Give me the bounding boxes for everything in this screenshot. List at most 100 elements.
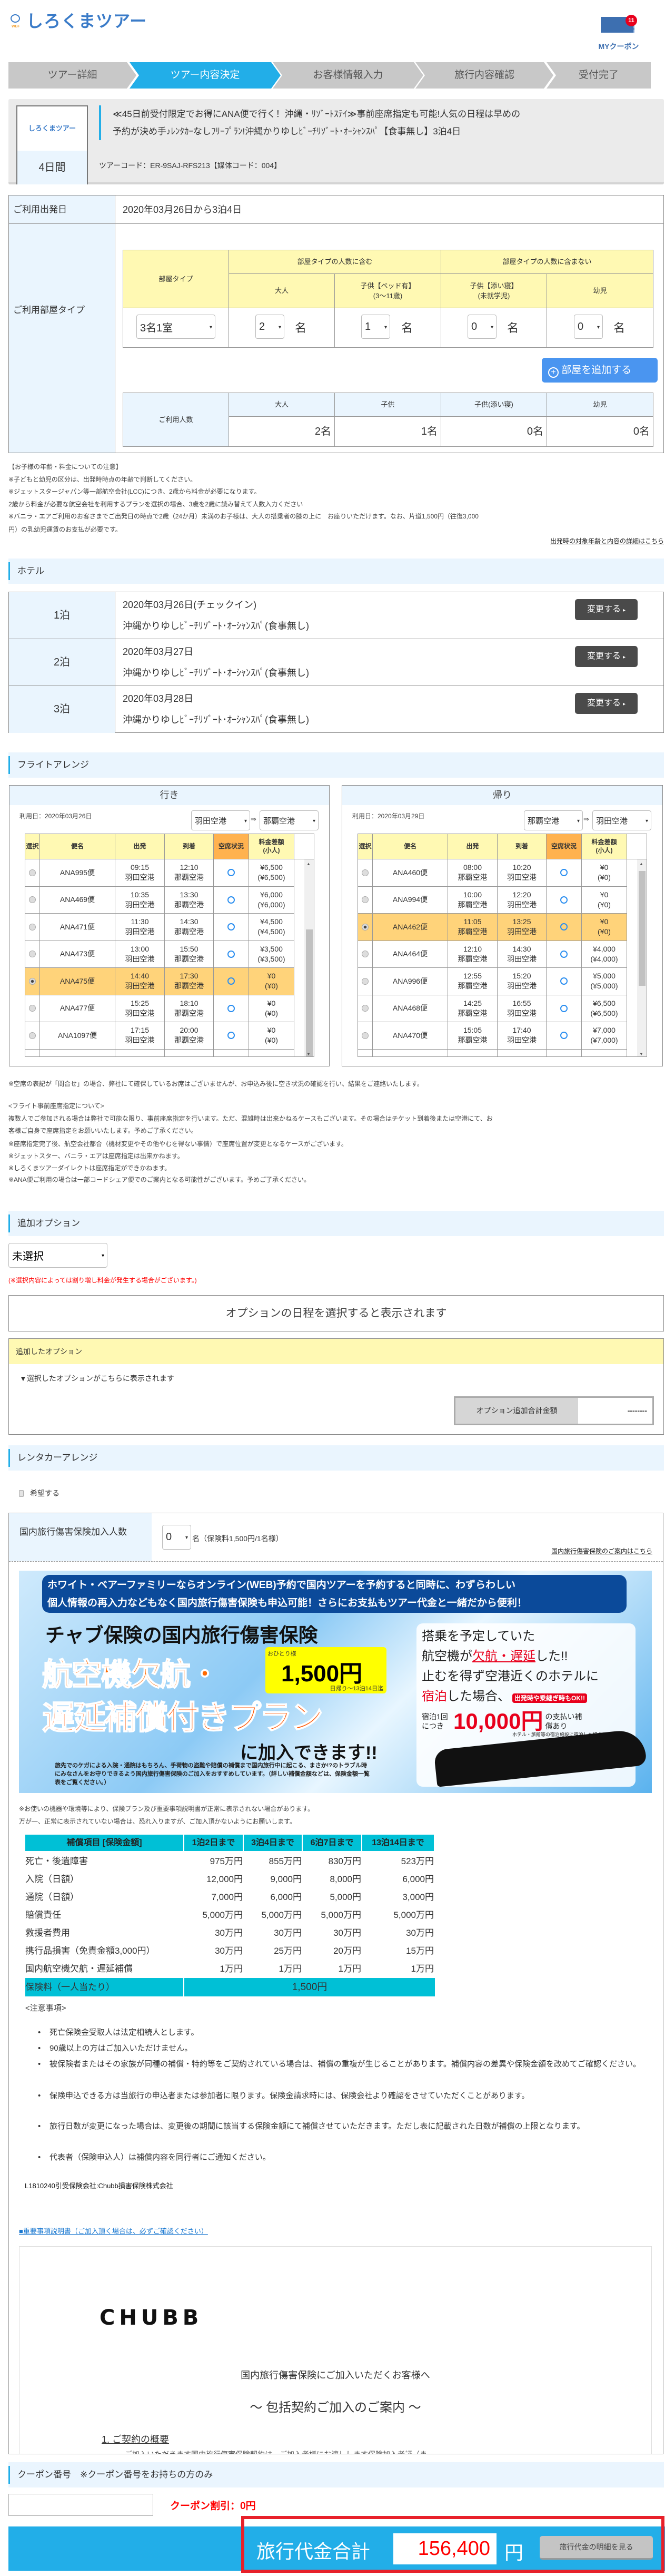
flight-row[interactable]: ANA468便 14:25 那覇空港 16:55 羽田空港 ¥6,500 (¥6,500) (358, 995, 627, 1022)
arrival-time: 17:30 (180, 972, 198, 981)
scroll-down-icon[interactable]: ▼ (639, 1052, 643, 1056)
doc-title: 国内旅行傷害保険にご加入いただくお客様へ (241, 2370, 430, 2381)
important-doc-link[interactable]: ■重要事項説明書（ご加入頂く場合は、必ずご確認ください） (19, 2227, 208, 2235)
coverage-row: 通院（日額） 7,000円 6,000円 5,000円 3,000円 (25, 1888, 435, 1906)
flight-radio[interactable] (29, 1005, 36, 1012)
total-amount: 156,400 (393, 2533, 497, 2564)
flight-row[interactable]: ANA477便 15:25 羽田空港 18:10 那覇空港 ¥0 (¥0) (25, 995, 294, 1022)
note-line: 2歳から料金が必要な航空会社を利用するプランを選択の場合、3歳を2歳に読み替えて… (8, 501, 303, 508)
child-cosleep-count-select[interactable]: 0 (468, 315, 497, 339)
price-difference: ¥6,500 (593, 998, 616, 1007)
flight-radio[interactable] (29, 896, 36, 904)
flight-radio[interactable] (29, 951, 36, 958)
coupon-discount: クーポン割引：0円 (170, 2501, 256, 2512)
flight-row[interactable]: ANA470便 15:05 那覇空港 17:40 羽田空港 ¥7,000 (¥7,000) (358, 1022, 627, 1050)
flight-row[interactable]: ANA473便 13:00 羽田空港 15:50 那覇空港 ¥3,500 (¥3,500) (25, 941, 294, 968)
scroll-up-icon[interactable]: ▲ (306, 861, 311, 866)
plus-circle-icon: + (548, 367, 559, 378)
change-hotel-button[interactable]: 変更する ▸ (575, 693, 638, 714)
flight-list-scrollbar[interactable]: ▲ ▼ (304, 859, 314, 1056)
rental-checkbox[interactable]: 希望する (19, 1488, 59, 1498)
option-select[interactable]: 未選択 (8, 1243, 107, 1268)
flight-row[interactable]: ANA471便 11:30 羽田空港 14:30 那覇空港 ¥4,500 (¥4,500) (25, 914, 294, 941)
flight-row[interactable]: ANA475便 14:40 羽田空港 17:30 那覇空港 ¥0 (¥0) (25, 968, 294, 995)
guest-count-label: ご利用人数 (123, 393, 229, 447)
coverage-item: 携行品損害（免責金額3,000円） (25, 1946, 155, 1956)
flight-radio[interactable] (362, 977, 369, 985)
child-bed-count-select[interactable]: 1 (361, 315, 390, 339)
arrival-time: 16:55 (512, 998, 531, 1007)
arrival-airport: 羽田空港 (507, 873, 537, 882)
price-difference-child: (¥6,500) (257, 873, 285, 882)
age-detail-link[interactable]: 出発時の対象年齢と内容の詳細はこちら (550, 537, 664, 545)
scroll-up-icon[interactable]: ▲ (639, 861, 643, 866)
flight-radio[interactable] (29, 977, 36, 985)
leg-date: 利用日：2020年03月29日 (352, 812, 425, 820)
arrival-time: 12:20 (512, 890, 531, 899)
night-label: 2泊 (9, 639, 115, 685)
scrollbar-thumb[interactable] (639, 871, 646, 986)
destination-airport-select[interactable]: 那覇空港 (260, 810, 319, 830)
total-header-infant: 幼児 (547, 393, 653, 417)
departure-time: 10:00 (463, 890, 482, 899)
note-line: ※子どもと幼児の区分は、出発時時点の年齢で判断してください。 (8, 476, 197, 483)
add-room-button[interactable]: + 部屋を追加する (542, 358, 658, 383)
insurance-coverage-table: 補償項目 [保険金額] 1泊2日まで 3泊4日まで 6泊7日まで 13泊14日まで 死亡・… (25, 1835, 435, 1998)
option-total: オプション追加合計金額 -------- (454, 1396, 654, 1425)
flight-radio[interactable] (362, 1032, 369, 1039)
leg-title: 行き (9, 786, 329, 805)
arrival-time: 15:50 (180, 944, 198, 953)
room-select[interactable]: 3名1室 (136, 315, 215, 339)
coverage-amount: 30万円 (406, 1928, 434, 1938)
scroll-down-icon[interactable]: ▼ (306, 1052, 311, 1056)
scrollbar-thumb[interactable] (306, 929, 313, 1056)
flight-radio[interactable] (362, 951, 369, 958)
flight-row[interactable]: 16:3018:55¥7,000 (358, 1049, 627, 1056)
change-hotel-button[interactable]: 変更する ▸ (575, 599, 638, 620)
flight-row[interactable]: ANA996便 12:55 那覇空港 15:20 羽田空港 ¥5,000 (¥5,000) (358, 968, 627, 995)
flight-radio[interactable] (29, 923, 36, 931)
flight-row[interactable]: ANA460便 08:00 那覇空港 10:20 羽田空港 ¥0 (¥0) (358, 859, 627, 887)
change-hotel-button[interactable]: 変更する ▸ (575, 646, 638, 667)
added-options-title: 追加したオプション (9, 1339, 663, 1364)
insurance-count-select[interactable]: 0 (162, 1525, 191, 1550)
adult-count-select[interactable]: 2 (255, 315, 284, 339)
coupon-input[interactable] (8, 2494, 153, 2516)
hotel-table: 1泊 2020年03月26日(チェックイン) 沖縄かりゆしﾋﾞｰﾁﾘｿﾞｰﾄ･ｵｰｼ… (8, 592, 664, 733)
flight-row[interactable]: ANA469便 10:35 羽田空港 13:30 那覇空港 ¥6,000 (¥6,000) (25, 886, 294, 914)
origin-airport-select[interactable]: 那覇空港 (524, 810, 583, 830)
coverage-amount: 523万円 (401, 1856, 434, 1866)
flight-radio[interactable] (362, 869, 369, 876)
arrival-airport: 那覇空港 (174, 1036, 204, 1045)
origin-airport-select[interactable]: 羽田空港 (191, 810, 250, 830)
insurance-price-text: 名（保険料1,500円/1名様） (192, 1534, 283, 1543)
chubb-logo: CHUBB (100, 2306, 203, 2330)
destination-airport-select[interactable]: 羽田空港 (592, 810, 651, 830)
flight-row[interactable]: ANA1097便 17:15 羽田空港 20:00 那覇空港 ¥0 (¥0) (25, 1022, 294, 1050)
note-item: 旅行日数が変更になった場合は、変更後の期間に該当する保険金額にて補償させていただ… (38, 2119, 643, 2134)
insurance-info-link[interactable]: 国内旅行傷害保険のご案内はこちら (551, 1547, 652, 1555)
site-logo[interactable]: WBF しろくまツアー (8, 9, 147, 31)
flight-row[interactable]: ANA994便 10:00 那覇空港 12:20 羽田空港 ¥0 (¥0) (358, 886, 627, 914)
added-options-panel: 追加したオプション ▼選択したオプションがこちらに表示されます オプション追加合… (8, 1338, 664, 1435)
flight-row[interactable]: 20:0022:40¥2,000 (25, 1049, 294, 1056)
flight-radio[interactable] (362, 923, 369, 931)
flight-list-scrollbar[interactable]: ▲ ▼ (637, 859, 647, 1056)
flight-number: ANA468便 (392, 1004, 428, 1013)
important-doc-frame[interactable]: CHUBB 国内旅行傷害保険にご加入いただくお客様へ ～ 包括契約ご加入のご案内… (19, 2246, 652, 2454)
flight-column-header: 出発 (115, 834, 165, 859)
flight-radio[interactable] (362, 1005, 369, 1012)
departure-time: 14:40 (130, 972, 150, 981)
infant-count-select[interactable]: 0 (574, 315, 603, 339)
departure-time: 17:15 (130, 1026, 150, 1035)
flight-radio[interactable] (362, 896, 369, 904)
flight-radio[interactable] (29, 869, 36, 876)
my-coupon-button[interactable]: 11 MYクーポン (590, 15, 648, 52)
flight-row[interactable]: ANA995便 09:15 羽田空港 12:10 那覇空港 ¥6,500 (¥6,500) (25, 859, 294, 887)
flight-row[interactable]: ANA464便 12:10 那覇空港 14:30 羽田空港 ¥4,000 (¥4,000) (358, 941, 627, 968)
note-item: 被保険者またはその家族が同種の補償・特約等をご契約されている場合は、補償の重複が… (38, 2056, 643, 2072)
flight-row[interactable]: ANA462便 11:05 那覇空港 13:25 羽田空港 ¥0 (¥0) (358, 914, 627, 941)
flight-radio[interactable] (29, 1032, 36, 1039)
price-detail-button[interactable]: 旅行代金の明細を見る (540, 2536, 653, 2560)
step-tour-detail: ツアー詳細 (8, 62, 136, 89)
